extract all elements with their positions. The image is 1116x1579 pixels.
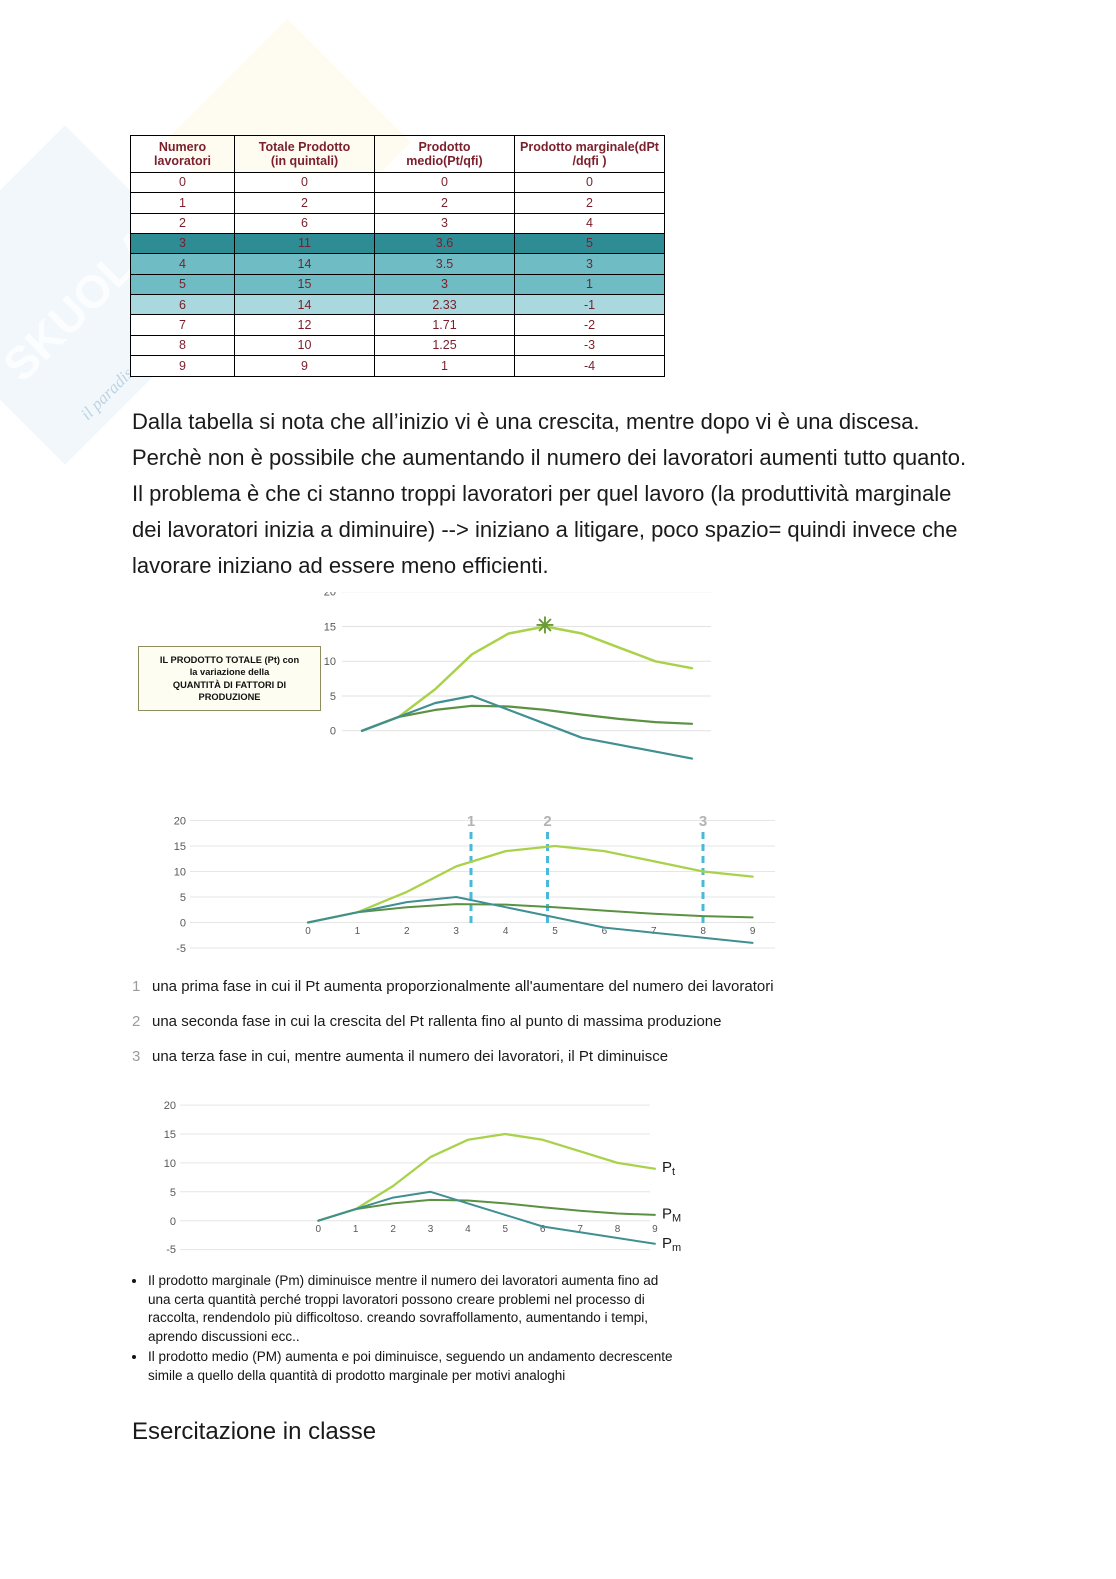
svg-text:9: 9 (652, 1224, 658, 1235)
svg-text:5: 5 (180, 892, 186, 904)
svg-text:10: 10 (324, 656, 336, 668)
svg-text:2: 2 (404, 926, 410, 937)
svg-text:7: 7 (651, 926, 657, 937)
svg-text:Pm: Pm (662, 1235, 681, 1254)
svg-text:5: 5 (552, 926, 558, 937)
svg-text:20: 20 (164, 1100, 176, 1112)
svg-text:20: 20 (174, 816, 186, 828)
svg-text:0: 0 (180, 918, 186, 930)
svg-text:5: 5 (330, 691, 336, 703)
svg-text:2: 2 (390, 1224, 396, 1235)
svg-text:✳: ✳ (536, 613, 554, 638)
svg-text:10: 10 (174, 867, 186, 879)
svg-text:0: 0 (330, 726, 336, 738)
svg-text:10: 10 (164, 1158, 176, 1170)
svg-text:5: 5 (503, 1224, 509, 1235)
svg-text:9: 9 (750, 926, 756, 937)
svg-text:3: 3 (428, 1224, 434, 1235)
svg-text:8: 8 (700, 926, 706, 937)
svg-text:1: 1 (353, 1224, 359, 1235)
svg-text:Pt: Pt (662, 1159, 675, 1178)
svg-text:-5: -5 (176, 943, 186, 955)
svg-text:1: 1 (467, 813, 475, 830)
svg-text:15: 15 (164, 1129, 176, 1141)
svg-text:15: 15 (324, 621, 336, 633)
svg-text:-5: -5 (166, 1244, 176, 1255)
svg-text:2: 2 (543, 813, 551, 830)
svg-text:3: 3 (699, 813, 707, 830)
svg-text:PM: PM (662, 1206, 681, 1225)
svg-text:15: 15 (174, 841, 186, 853)
svg-text:0: 0 (305, 926, 311, 937)
svg-text:4: 4 (503, 926, 509, 937)
svg-text:5: 5 (170, 1187, 176, 1199)
svg-text:4: 4 (465, 1224, 471, 1235)
svg-text:1: 1 (355, 926, 361, 937)
svg-text:8: 8 (615, 1224, 621, 1235)
svg-text:0: 0 (316, 1224, 322, 1235)
svg-text:20: 20 (324, 592, 336, 599)
svg-text:0: 0 (170, 1216, 176, 1228)
svg-text:3: 3 (453, 926, 459, 937)
